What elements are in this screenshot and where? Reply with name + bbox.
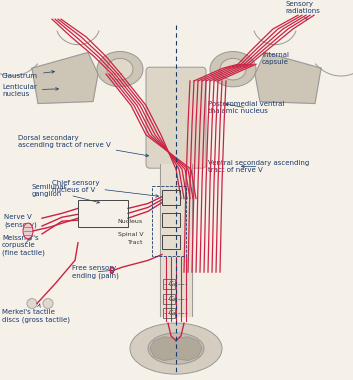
Bar [162,190,180,206]
Text: Merkel's tactile
discs (gross tactile): Merkel's tactile discs (gross tactile) [2,304,70,323]
Text: Ventral secondary ascending
tract of nerve V: Ventral secondary ascending tract of ner… [208,160,309,173]
Ellipse shape [130,323,222,374]
Text: Semilunar
ganglion: Semilunar ganglion [32,184,100,203]
FancyBboxPatch shape [146,67,206,168]
Ellipse shape [107,59,133,80]
Text: Nucleus: Nucleus [118,218,143,224]
Text: Claustrum: Claustrum [2,71,54,79]
Text: Spinal V: Spinal V [118,233,143,238]
Text: C₂: C₂ [169,296,176,302]
Text: Internal
capsule: Internal capsule [262,52,289,65]
Text: Nerve V
(sensory): Nerve V (sensory) [4,214,37,228]
Bar [78,200,128,227]
Text: Tract: Tract [127,240,143,245]
Text: C₃: C₃ [169,310,176,316]
Ellipse shape [23,223,33,239]
Bar [162,235,180,249]
Polygon shape [32,52,98,103]
Circle shape [27,299,37,309]
Text: C₄: C₄ [169,340,176,346]
Ellipse shape [220,59,246,80]
Bar [152,186,186,256]
Bar [163,309,175,318]
Ellipse shape [148,333,204,364]
Text: Chief sensory
nucleus of V: Chief sensory nucleus of V [52,180,158,197]
Ellipse shape [97,52,143,87]
Text: Dorsal secondary
ascending tract of nerve V: Dorsal secondary ascending tract of nerv… [18,135,149,157]
Text: Posteromedial ventral
thalamic nucleus: Posteromedial ventral thalamic nucleus [208,101,285,114]
Text: Meissner's
corpuscle
(fine tactile): Meissner's corpuscle (fine tactile) [2,236,45,256]
Circle shape [43,299,53,309]
Text: Free sensory
ending (pain): Free sensory ending (pain) [72,265,119,279]
Text: Sensory
radiations: Sensory radiations [285,1,320,20]
Bar [162,213,180,227]
Polygon shape [150,337,202,360]
Text: Lenticular
nucleus: Lenticular nucleus [2,84,59,97]
Bar [163,279,175,289]
Ellipse shape [210,52,256,87]
Bar [163,294,175,304]
Text: C₁: C₁ [169,281,176,287]
Polygon shape [255,52,321,103]
